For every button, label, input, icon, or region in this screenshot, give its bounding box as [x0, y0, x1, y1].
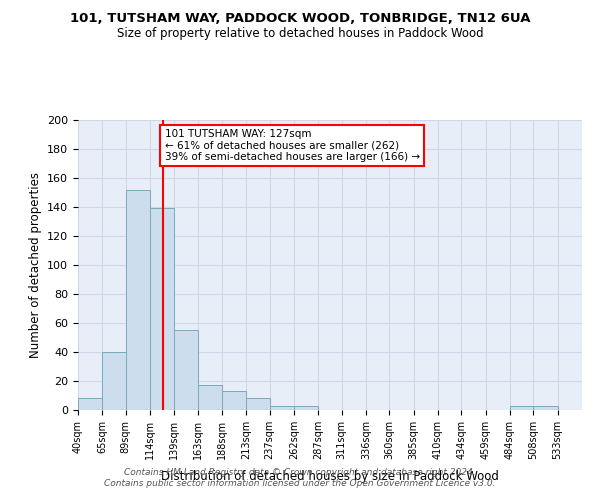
Bar	[247, 398, 269, 410]
Bar	[294, 406, 319, 410]
Bar	[533, 406, 557, 410]
Bar	[510, 406, 533, 410]
Bar	[269, 406, 294, 410]
X-axis label: Distribution of detached houses by size in Paddock Wood: Distribution of detached houses by size …	[161, 470, 499, 483]
Bar	[175, 330, 197, 410]
Bar	[125, 190, 150, 410]
Text: Size of property relative to detached houses in Paddock Wood: Size of property relative to detached ho…	[116, 28, 484, 40]
Bar	[222, 391, 247, 410]
Bar	[78, 398, 103, 410]
Text: 101 TUTSHAM WAY: 127sqm
← 61% of detached houses are smaller (262)
39% of semi-d: 101 TUTSHAM WAY: 127sqm ← 61% of detache…	[164, 128, 420, 162]
Text: Contains HM Land Registry data © Crown copyright and database right 2024.
Contai: Contains HM Land Registry data © Crown c…	[104, 468, 496, 487]
Bar	[197, 386, 222, 410]
Bar	[150, 208, 175, 410]
Bar	[103, 352, 125, 410]
Text: 101, TUTSHAM WAY, PADDOCK WOOD, TONBRIDGE, TN12 6UA: 101, TUTSHAM WAY, PADDOCK WOOD, TONBRIDG…	[70, 12, 530, 26]
Y-axis label: Number of detached properties: Number of detached properties	[29, 172, 41, 358]
